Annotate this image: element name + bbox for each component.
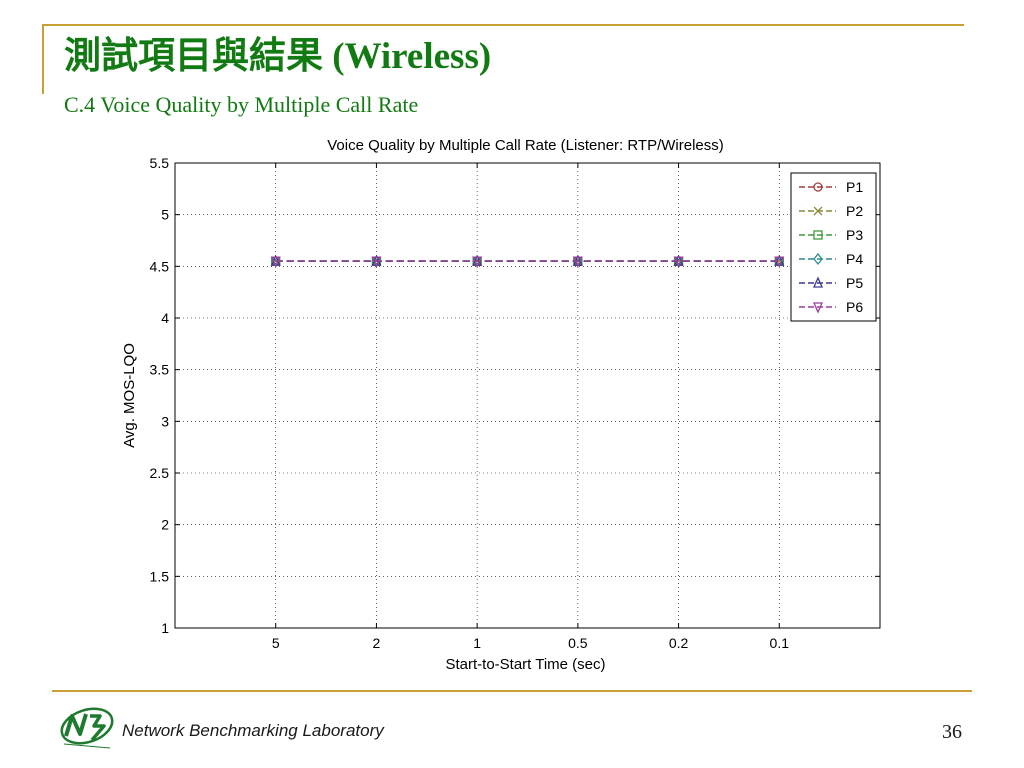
x-tick-label: 2 [373, 635, 381, 651]
marker-triangle-down [812, 302, 824, 314]
page-number: 36 [942, 721, 962, 743]
marker-x [813, 206, 823, 216]
nbl-logo-icon [60, 707, 114, 749]
y-tick-label: 1 [161, 620, 169, 636]
marker-triangle-down [572, 256, 583, 268]
legend: P1 P2 P3 P4 P5 P6 [790, 172, 877, 322]
legend-item: P4 [799, 251, 863, 267]
slide-subtitle: C.4 Voice Quality by Multiple Call Rate [64, 92, 419, 117]
y-tick-label: 5.5 [150, 155, 170, 171]
y-tick-label: 5 [161, 207, 169, 223]
x-tick-label: 0.5 [568, 635, 588, 651]
legend-item: P5 [799, 275, 863, 291]
legend-label: P3 [846, 227, 863, 243]
legend-label: P1 [846, 179, 863, 195]
x-axis-label: Start-to-Start Time (sec) [445, 656, 605, 673]
plot-frame [174, 162, 881, 629]
plot-area [175, 163, 880, 628]
slide-title: 測試項目與結果 (Wireless) [64, 36, 492, 77]
marker-triangle-down [673, 256, 684, 268]
y-tick-label: 4 [161, 310, 169, 326]
marker-circle [813, 182, 823, 192]
y-tick-label: 3.5 [150, 362, 170, 378]
legend-label: P6 [846, 299, 863, 315]
x-tick-label: 0.1 [770, 635, 790, 651]
y-tick-label: 2.5 [150, 465, 170, 481]
legend-box [790, 172, 877, 322]
legend-item: P3 [799, 227, 863, 243]
x-tick-label: 0.2 [669, 635, 689, 651]
y-tick-label: 3 [161, 413, 169, 429]
marker-triangle-down [270, 256, 281, 268]
marker-diamond [813, 252, 823, 266]
footer-lab-name: Network Benchmarking Laboratory [122, 721, 384, 740]
legend-label: P5 [846, 275, 863, 291]
x-tick-label: 1 [473, 635, 481, 651]
marker-triangle-up [812, 276, 824, 288]
legend-label: P4 [846, 251, 863, 267]
series-p6 [270, 256, 785, 268]
legend-item: P1 [799, 179, 863, 195]
y-tick-label: 4.5 [150, 258, 170, 274]
chart-title: Voice Quality by Multiple Call Rate (Lis… [327, 137, 724, 154]
y-axis-label: Avg. MOS-LQO [121, 343, 138, 448]
x-tick-label: 5 [272, 635, 280, 651]
y-tick-label: 2 [161, 517, 169, 533]
footer-rule [52, 690, 972, 692]
marker-square [813, 230, 823, 240]
slide-frame-top [42, 24, 964, 26]
marker-triangle-down [774, 256, 785, 268]
marker-triangle-down [472, 256, 483, 268]
y-tick-label: 1.5 [150, 568, 170, 584]
slide-frame-left [42, 24, 44, 94]
legend-item: P2 [799, 203, 863, 219]
legend-item: P6 [799, 299, 863, 315]
marker-triangle-down [371, 256, 382, 268]
legend-label: P2 [846, 203, 863, 219]
